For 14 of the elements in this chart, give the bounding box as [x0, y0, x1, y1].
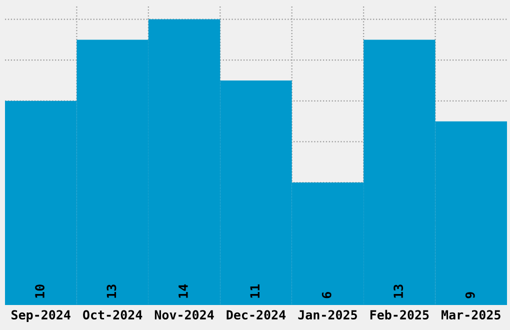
- data-label: 14: [178, 284, 188, 298]
- data-label: 13: [106, 284, 116, 298]
- data-label: 13: [394, 284, 404, 298]
- x-tick-label: Sep-2024: [12, 310, 70, 322]
- x-tick-label: Jan-2025: [298, 310, 357, 320]
- x-tick-label: Mar-2025: [442, 310, 500, 320]
- data-label: 6: [322, 292, 332, 298]
- data-label: 10: [35, 284, 44, 298]
- x-tick-label: Nov-2024: [154, 310, 214, 320]
- x-tick-label: Dec-2024: [226, 310, 286, 320]
- x-tick-label: Feb-2025: [370, 310, 429, 320]
- x-tick-label: Oct-2024: [83, 310, 142, 320]
- data-label: 9: [465, 292, 475, 298]
- data-label: 11: [250, 284, 260, 298]
